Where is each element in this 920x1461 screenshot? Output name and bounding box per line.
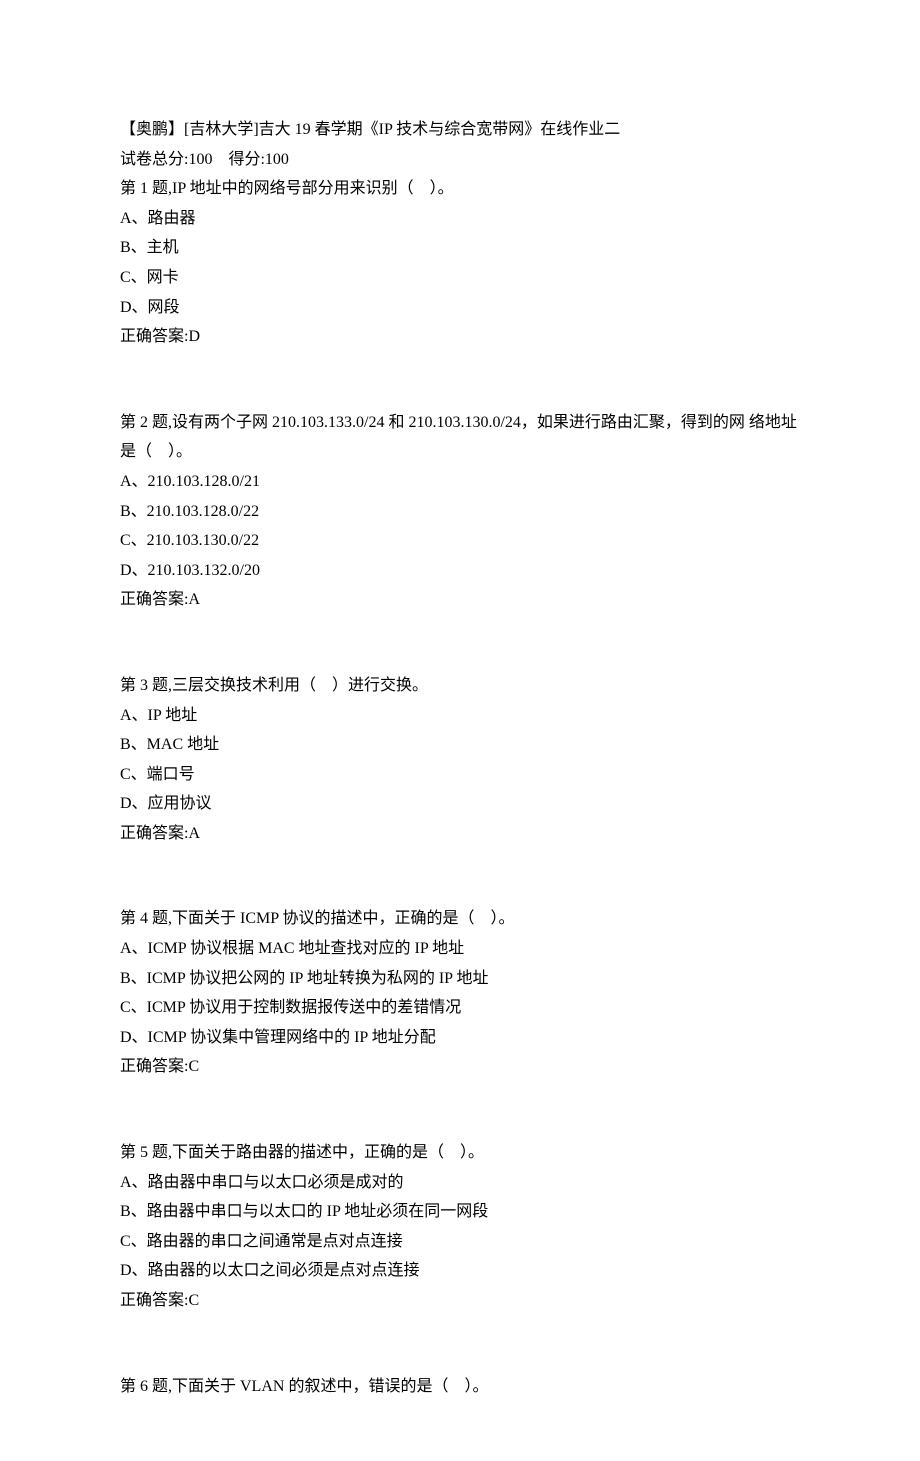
- option: B、MAC 地址: [120, 730, 800, 760]
- doc-title: 【奥鹏】[吉林大学]吉大 19 春学期《IP 技术与综合宽带网》在线作业二: [120, 115, 800, 145]
- option: D、ICMP 协议集中管理网络中的 IP 地址分配: [120, 1023, 800, 1053]
- question-prompt: 第 5 题,下面关于路由器的描述中，正确的是（ ）。: [120, 1138, 800, 1168]
- question-block: 第 5 题,下面关于路由器的描述中，正确的是（ ）。 A、路由器中串口与以太口必…: [120, 1138, 800, 1316]
- option: C、路由器的串口之间通常是点对点连接: [120, 1227, 800, 1257]
- question-block: 第 3 题,三层交换技术利用（ ）进行交换。 A、IP 地址 B、MAC 地址 …: [120, 671, 800, 849]
- score-line: 试卷总分:100 得分:100: [120, 145, 800, 175]
- option: A、ICMP 协议根据 MAC 地址查找对应的 IP 地址: [120, 934, 800, 964]
- document-page: 【奥鹏】[吉林大学]吉大 19 春学期《IP 技术与综合宽带网》在线作业二 试卷…: [0, 0, 920, 1461]
- option: B、主机: [120, 233, 800, 263]
- option: D、路由器的以太口之间必须是点对点连接: [120, 1256, 800, 1286]
- option: C、210.103.130.0/22: [120, 526, 800, 556]
- option: D、210.103.132.0/20: [120, 556, 800, 586]
- option: D、网段: [120, 293, 800, 323]
- question-block: 第 2 题,设有两个子网 210.103.133.0/24 和 210.103.…: [120, 408, 800, 615]
- option: A、路由器中串口与以太口必须是成对的: [120, 1168, 800, 1198]
- option: B、210.103.128.0/22: [120, 497, 800, 527]
- question-block: 第 4 题,下面关于 ICMP 协议的描述中，正确的是（ ）。 A、ICMP 协…: [120, 904, 800, 1082]
- answer-line: 正确答案:C: [120, 1052, 800, 1082]
- question-prompt: 第 2 题,设有两个子网 210.103.133.0/24 和 210.103.…: [120, 408, 800, 467]
- option: D、应用协议: [120, 789, 800, 819]
- question-prompt: 第 4 题,下面关于 ICMP 协议的描述中，正确的是（ ）。: [120, 904, 800, 934]
- option: A、210.103.128.0/21: [120, 467, 800, 497]
- question-prompt: 第 6 题,下面关于 VLAN 的叙述中，错误的是（ ）。: [120, 1372, 800, 1402]
- header-block: 【奥鹏】[吉林大学]吉大 19 春学期《IP 技术与综合宽带网》在线作业二 试卷…: [120, 115, 800, 352]
- option: A、IP 地址: [120, 701, 800, 731]
- answer-line: 正确答案:A: [120, 819, 800, 849]
- answer-line: 正确答案:C: [120, 1286, 800, 1316]
- answer-line: 正确答案:A: [120, 585, 800, 615]
- option: B、路由器中串口与以太口的 IP 地址必须在同一网段: [120, 1197, 800, 1227]
- answer-line: 正确答案:D: [120, 322, 800, 352]
- question-prompt: 第 1 题,IP 地址中的网络号部分用来识别（ ）。: [120, 174, 800, 204]
- total-score: 试卷总分:100: [120, 151, 212, 168]
- question-prompt: 第 3 题,三层交换技术利用（ ）进行交换。: [120, 671, 800, 701]
- option: A、路由器: [120, 204, 800, 234]
- option: C、网卡: [120, 263, 800, 293]
- question-block: 第 6 题,下面关于 VLAN 的叙述中，错误的是（ ）。: [120, 1372, 800, 1402]
- option: C、ICMP 协议用于控制数据报传送中的差错情况: [120, 993, 800, 1023]
- obtained-score: 得分:100: [228, 151, 288, 168]
- option: C、端口号: [120, 760, 800, 790]
- option: B、ICMP 协议把公网的 IP 地址转换为私网的 IP 地址: [120, 964, 800, 994]
